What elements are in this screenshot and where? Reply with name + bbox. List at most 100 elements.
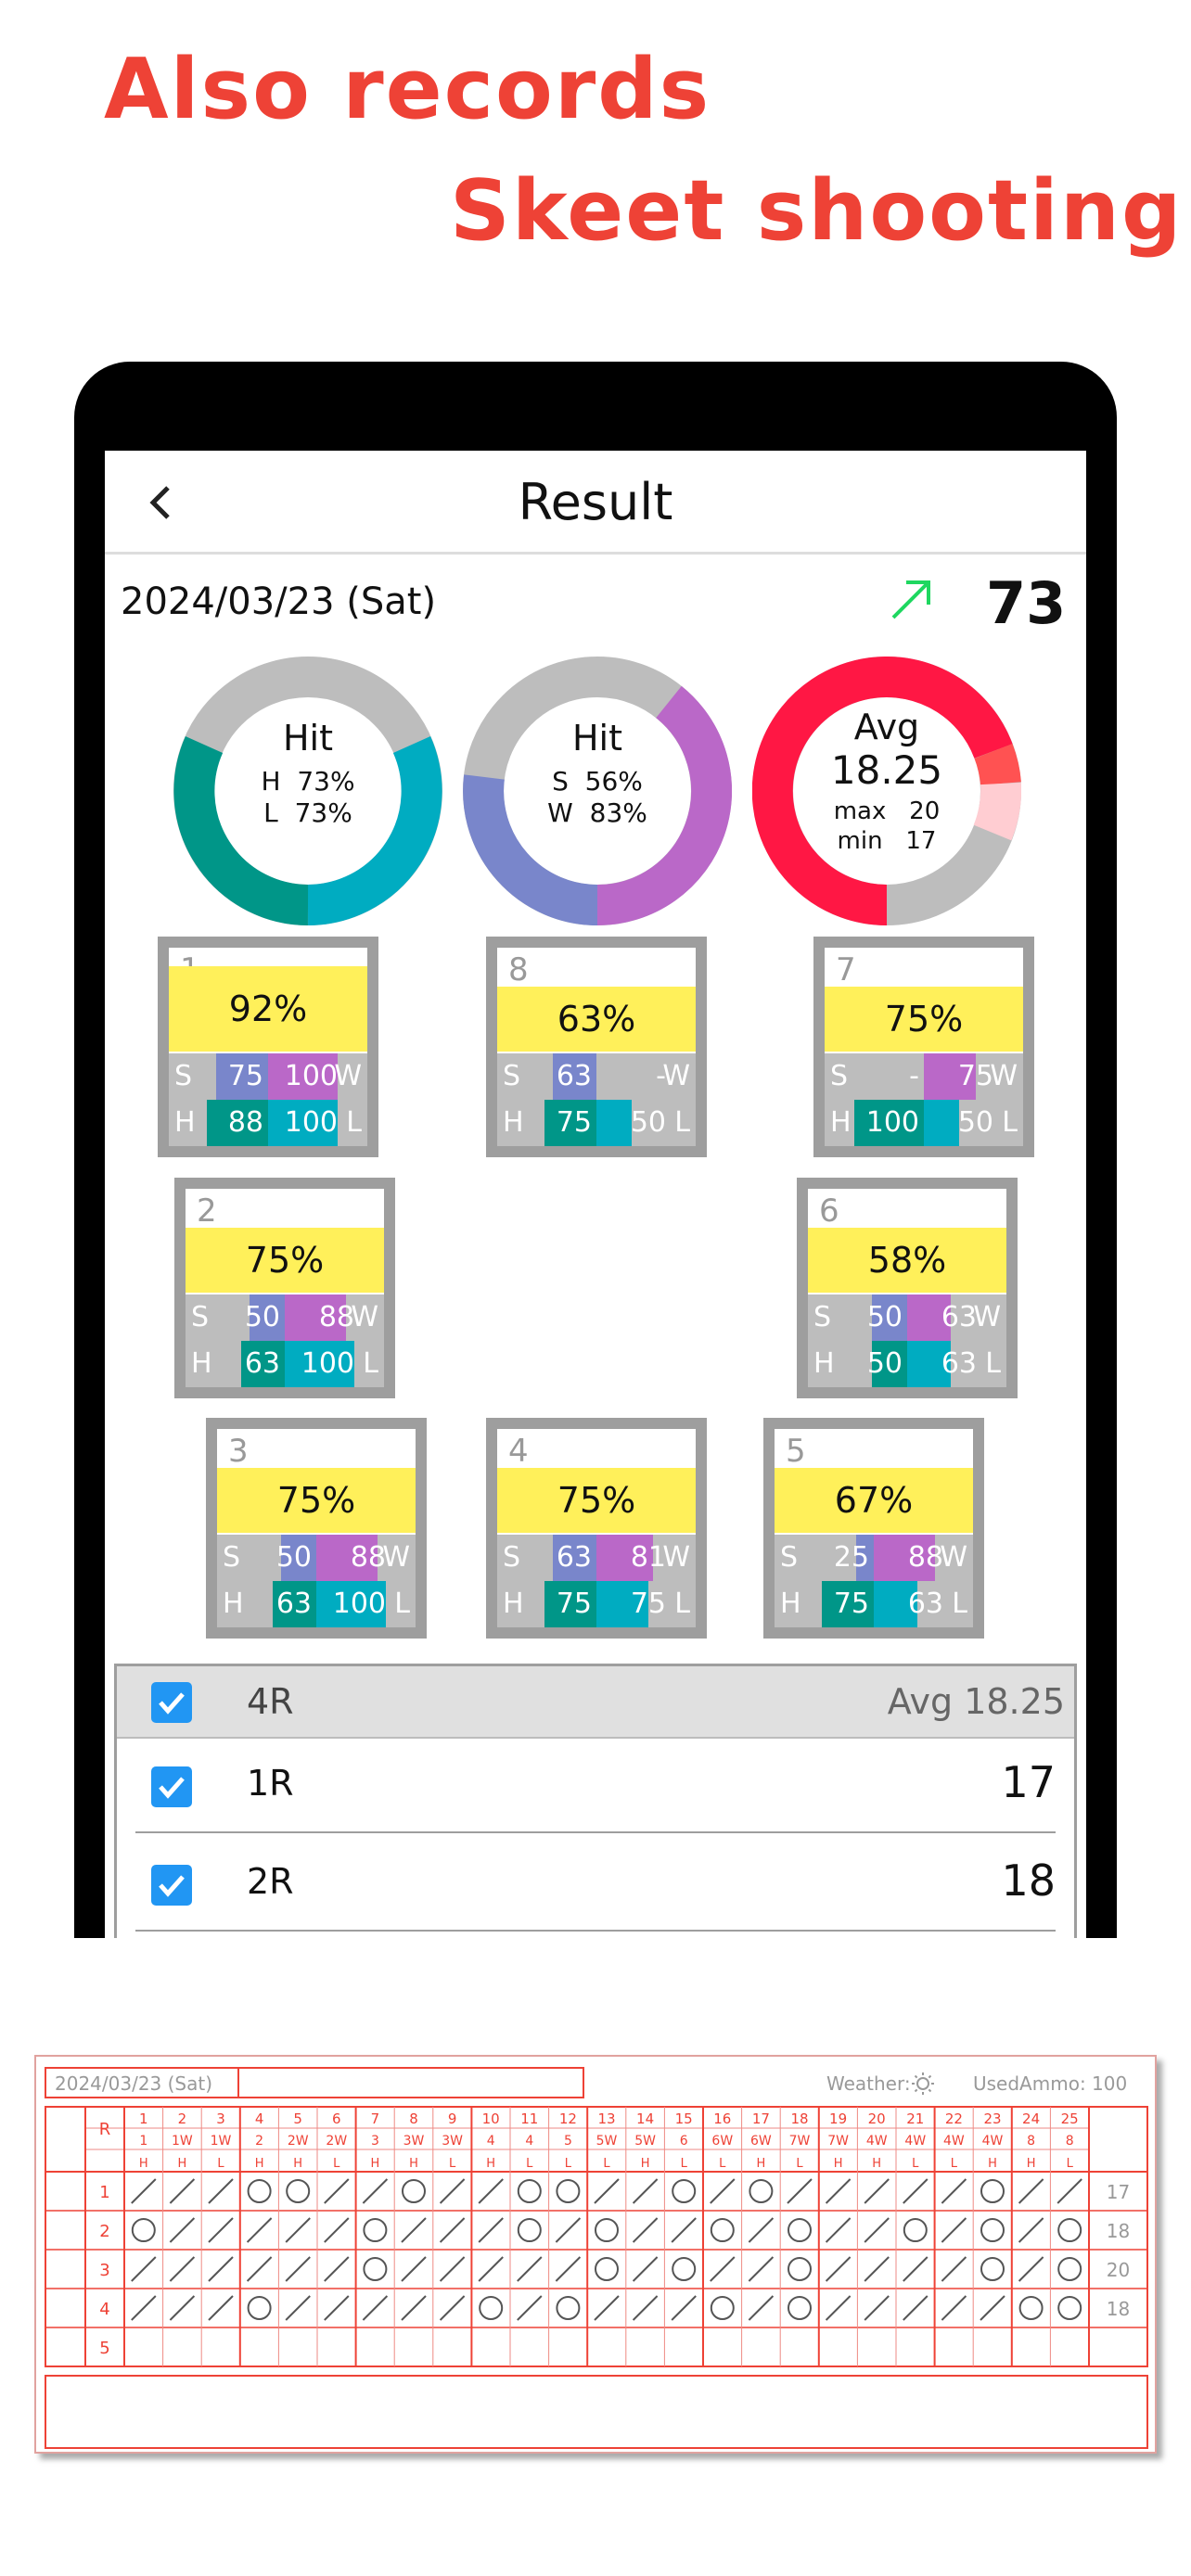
miss-mark [169,2178,196,2204]
label-w: W [662,1060,690,1092]
hit-mark [788,2218,812,2242]
label-s: S [830,1060,849,1092]
shot-number: 7 [371,2111,380,2127]
total-score: 73 [986,569,1067,637]
shot-number: 5 [293,2111,302,2127]
label-s: S [503,1541,521,1574]
rounds-checkbox[interactable] [151,1682,192,1723]
round-score: 17 [1001,1757,1056,1807]
hit-mark [556,2179,581,2203]
hit-mark [363,2257,388,2281]
value-s: 63 [556,1541,592,1574]
shot-number: 11 [520,2111,538,2127]
miss-mark [1057,2178,1082,2204]
round-score: 18 [1001,1855,1056,1906]
station-card-body: 8 63% S W 63 - H L 75 50 [497,948,696,1146]
rounds-summary-row[interactable]: 4R Avg 18.25 [117,1666,1074,1739]
station-card-4[interactable]: 4 75% S W 63 81 H L 75 75 [486,1418,707,1639]
station-card-body: 7 75% S W - 75 H L 100 50 [825,948,1023,1146]
hit-mark [710,2218,735,2242]
round-checkbox[interactable] [151,1766,192,1807]
station-card-3[interactable]: 3 75% S W 50 88 H L 63 100 [206,1418,427,1639]
hit-mark [517,2218,542,2242]
station-label: 4 [487,2134,495,2149]
miss-mark [208,2178,234,2204]
station-card-7[interactable]: 7 75% S W - 75 H L 100 50 [813,937,1034,1157]
miss-mark [208,2256,234,2282]
shot-number: 3 [216,2111,225,2127]
value-w: 75 [957,1060,993,1092]
station-row-hl: H L 63 100 [217,1581,416,1627]
station-card-2[interactable]: 2 75% S W 50 88 H L 63 100 [174,1178,395,1398]
station-card-5[interactable]: 5 67% S W 25 88 H L 75 63 [763,1418,984,1639]
station-label: 3W [403,2134,425,2149]
miss-mark [980,2295,1005,2321]
miss-mark [555,2256,582,2282]
station-card-8[interactable]: 8 63% S W 63 - H L 75 50 [486,937,707,1157]
miss-mark [362,2178,389,2204]
bar-h [854,1100,924,1146]
shot-number: 17 [752,2111,770,2127]
value-s: 50 [244,1301,280,1333]
label-w: W [662,1541,690,1574]
house-label: H [178,2157,187,2171]
hit-mark [286,2179,311,2203]
miss-mark [169,2295,196,2321]
donut-line-2: W 83% [463,797,732,828]
label-l: L [363,1347,378,1380]
miss-mark [941,2256,967,2282]
miss-mark [787,2178,813,2204]
chevron-left-icon [149,486,170,519]
miss-mark [131,2295,157,2321]
station-card-body: 5 67% S W 25 88 H L 75 63 [775,1429,973,1627]
value-w: 83% [589,797,647,828]
station-label: 5W [596,2134,618,2149]
back-button[interactable] [138,477,185,529]
hit-mark [363,2218,388,2242]
label-w: W [351,1301,378,1333]
station-card-6[interactable]: 6 58% S W 50 63 H L 50 63 [797,1178,1018,1398]
shot-number: 24 [1022,2111,1040,2127]
station-row-hl: H L 75 75 [497,1581,696,1627]
house-label: H [139,2157,148,2171]
value-h: 50 [866,1347,903,1380]
station-row-hl: H L 75 50 [497,1100,696,1146]
station-label: 4W [904,2134,926,2149]
hit-mark [672,2179,697,2203]
station-label: 4W [866,2134,888,2149]
shot-number: 1 [139,2111,148,2127]
label-s: S [503,1060,521,1092]
miss-mark [555,2217,582,2243]
shot-number: 13 [597,2111,615,2127]
house-label: L [333,2157,340,2171]
bar-s [872,1294,907,1341]
hit-mark [1057,2218,1082,2242]
hit-mark [903,2218,928,2242]
round-checkbox[interactable] [151,1865,192,1906]
check-icon [159,1692,185,1715]
value-s: 63 [556,1060,592,1092]
station-label: 7W [827,2134,849,2149]
hit-mark [131,2218,156,2242]
miss-mark [864,2256,890,2282]
bar-h [273,1581,316,1627]
hit-mark [710,2296,735,2320]
house-label: L [796,2157,803,2171]
station-hit-percent: 75% [217,1468,416,1533]
station-label: 2W [326,2134,347,2149]
donut-title: Avg [853,707,920,747]
station-row-sw: S W 50 88 [217,1535,416,1581]
round-total: 20 [1107,2259,1130,2281]
label-h: H [503,1588,524,1620]
round-number: 2 [99,2222,109,2241]
avg-value: 18.25 [830,747,943,793]
station-row-hl: H L 100 50 [825,1100,1023,1146]
page-title: Result [518,473,673,531]
house-label: H [293,2157,302,2171]
station-label: 2 [255,2134,263,2149]
value-h: 75 [556,1106,592,1139]
label-l: L [346,1106,362,1139]
hit-mark [1018,2296,1044,2320]
miss-mark [632,2217,659,2243]
